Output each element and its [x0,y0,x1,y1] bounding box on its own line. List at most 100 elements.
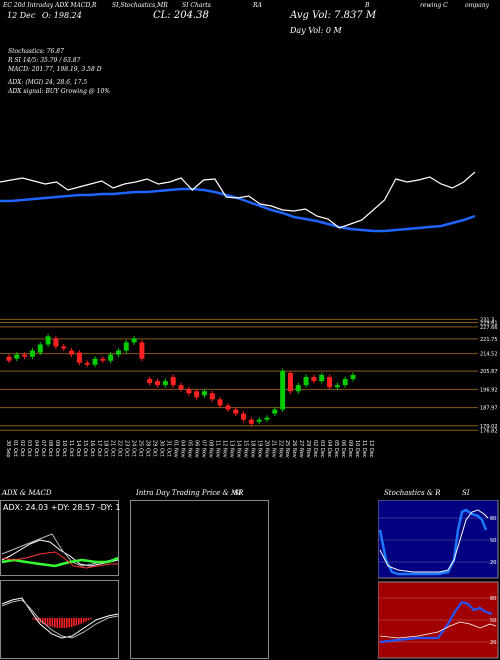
x-tick-label: 15 Oct [82,440,88,457]
y-tick-label: 176.82 [480,428,498,434]
x-tick-label: 22 Oct [117,440,123,457]
stochastics-rsi-panel: 80 50 20 80 50 20 [378,500,499,659]
macd-histogram-bar [73,618,75,627]
candle-body [14,354,20,359]
x-tick-label: 10 Oct [61,440,67,457]
x-tick-label: 04 Oct [33,440,39,457]
candle-body [53,338,59,347]
candle-body [194,391,200,398]
macd-histogram-bar [87,618,90,621]
candle-body [178,385,184,390]
stoch-tick-label: 20 [490,560,496,566]
x-tick-label: 25 Oct [138,440,144,457]
x-tick-label: 30 Oct [159,440,165,457]
x-tick-label: 17 Oct [96,440,102,457]
candle-body [92,358,98,365]
intraday-box [130,500,269,659]
macd-histogram-bar [34,618,37,621]
rsi-tick-label: 20 [490,640,496,646]
rsi-line [379,600,493,644]
macd-histogram-bar [42,618,44,624]
header-close: CL: 204.38 [153,10,209,21]
x-tick-label: 09 Dec [347,440,353,458]
macd-histogram-bar [46,618,49,626]
header-title-e: B [365,2,370,9]
intraday-panel [130,500,269,659]
candle-body [272,409,278,414]
x-tick-label: 01 Oct [12,440,18,457]
candle-body [319,374,325,382]
candle-body [256,419,262,422]
y-tick-label: 196.92 [480,387,498,393]
moving-average-line [0,187,476,233]
header-avg-vol: Avg Vol: 7.837 M [290,10,377,21]
y-tick-label: 179.02 [480,424,498,430]
y-tick-label: 205.87 [480,369,498,375]
macd-histogram-bar [54,618,56,628]
header-title-c: SI Charts [182,2,211,9]
header-macd: MACD: 201.77, 198.19, 3.58 D [8,66,102,73]
candle-body [225,405,231,410]
x-tick-label: 31 Oct [166,440,172,457]
x-tick-label: 16 Oct [89,440,95,457]
date-axis-labels: 30 Sep 01 Oct 02 Oct 03 Oct 04 Oct 07 Oct 08 O… [5,440,374,458]
x-tick-label: 18 Oct [103,440,109,457]
header-open: O: 198.24 [42,11,82,20]
candle-body [280,370,286,410]
candle-body [6,356,12,361]
x-tick-label: 12 Dec [368,440,374,458]
header-title-b: SI,Stochastics,MR [112,2,168,9]
x-tick-label: 04 Nov [180,440,186,458]
header-adx: ADX: (MGI) 24, 28.6, 17.5 [8,79,88,86]
macd-histogram-bar [78,618,80,625]
candle-body [350,374,356,380]
macd-histogram-bar [56,618,58,628]
candle-body [217,399,223,406]
candle-body [295,385,301,392]
candle-body [287,372,293,392]
x-tick-label: 02 Oct [19,440,25,457]
candle-body [123,342,129,351]
y-tick-label: 229.81 [480,320,498,326]
x-tick-label: 10 Dec [354,440,360,458]
header-title-f: rewing C [420,2,448,9]
x-tick-label: 15 Nov [242,440,248,458]
x-tick-label: 19 Nov [256,440,262,458]
y-tick-label: 231.3 [480,317,494,323]
x-tick-label: 27 Nov [298,440,304,458]
candle-body [84,362,90,365]
candle-body [115,350,121,355]
x-tick-label: 05 Dec [333,440,339,458]
header-title-a: EC 20d Intraday ADX MACD,R [3,2,97,9]
x-tick-label: 24 Oct [131,440,137,457]
candle-body [170,377,176,386]
x-tick-label: 02 Dec [312,440,318,458]
macd-histogram-bar [85,618,87,622]
y-tick-label: 214.52 [480,352,498,358]
macd-histogram-bar [70,618,73,627]
macd-histogram-bar [68,618,70,628]
minus-di-line [1,551,118,569]
x-tick-label: 20 Nov [263,440,269,458]
adx-macd-panel: ADX: 24.03 +DY: 28.57 -DY: 17.5 [0,500,120,659]
header-adx-signal: ADX signal: BUY Growing @ 10% [8,88,110,95]
x-tick-label: 08 Oct [47,440,53,457]
candle-body [155,381,161,386]
rsi-lines: 80 50 20 [378,596,498,646]
macd-histogram-bar [49,618,51,627]
candle-body [131,338,137,343]
macd-histogram-bar [61,618,63,628]
macd-histogram-bar [80,618,82,624]
candle-body [311,377,317,382]
x-tick-label: 30 Sep [5,440,11,457]
x-tick-label: 06 Nov [194,440,200,458]
stoch-k-line [378,508,488,576]
y-tick-label: 227.66 [480,325,498,331]
macd-lines [1,597,119,639]
x-tick-label: 07 Nov [201,440,207,458]
x-tick-label: 18 Nov [249,440,255,458]
macd-histogram-bar [32,618,34,620]
candle-body [139,342,145,359]
adx-panel-title: ADX & MACD [2,489,52,497]
